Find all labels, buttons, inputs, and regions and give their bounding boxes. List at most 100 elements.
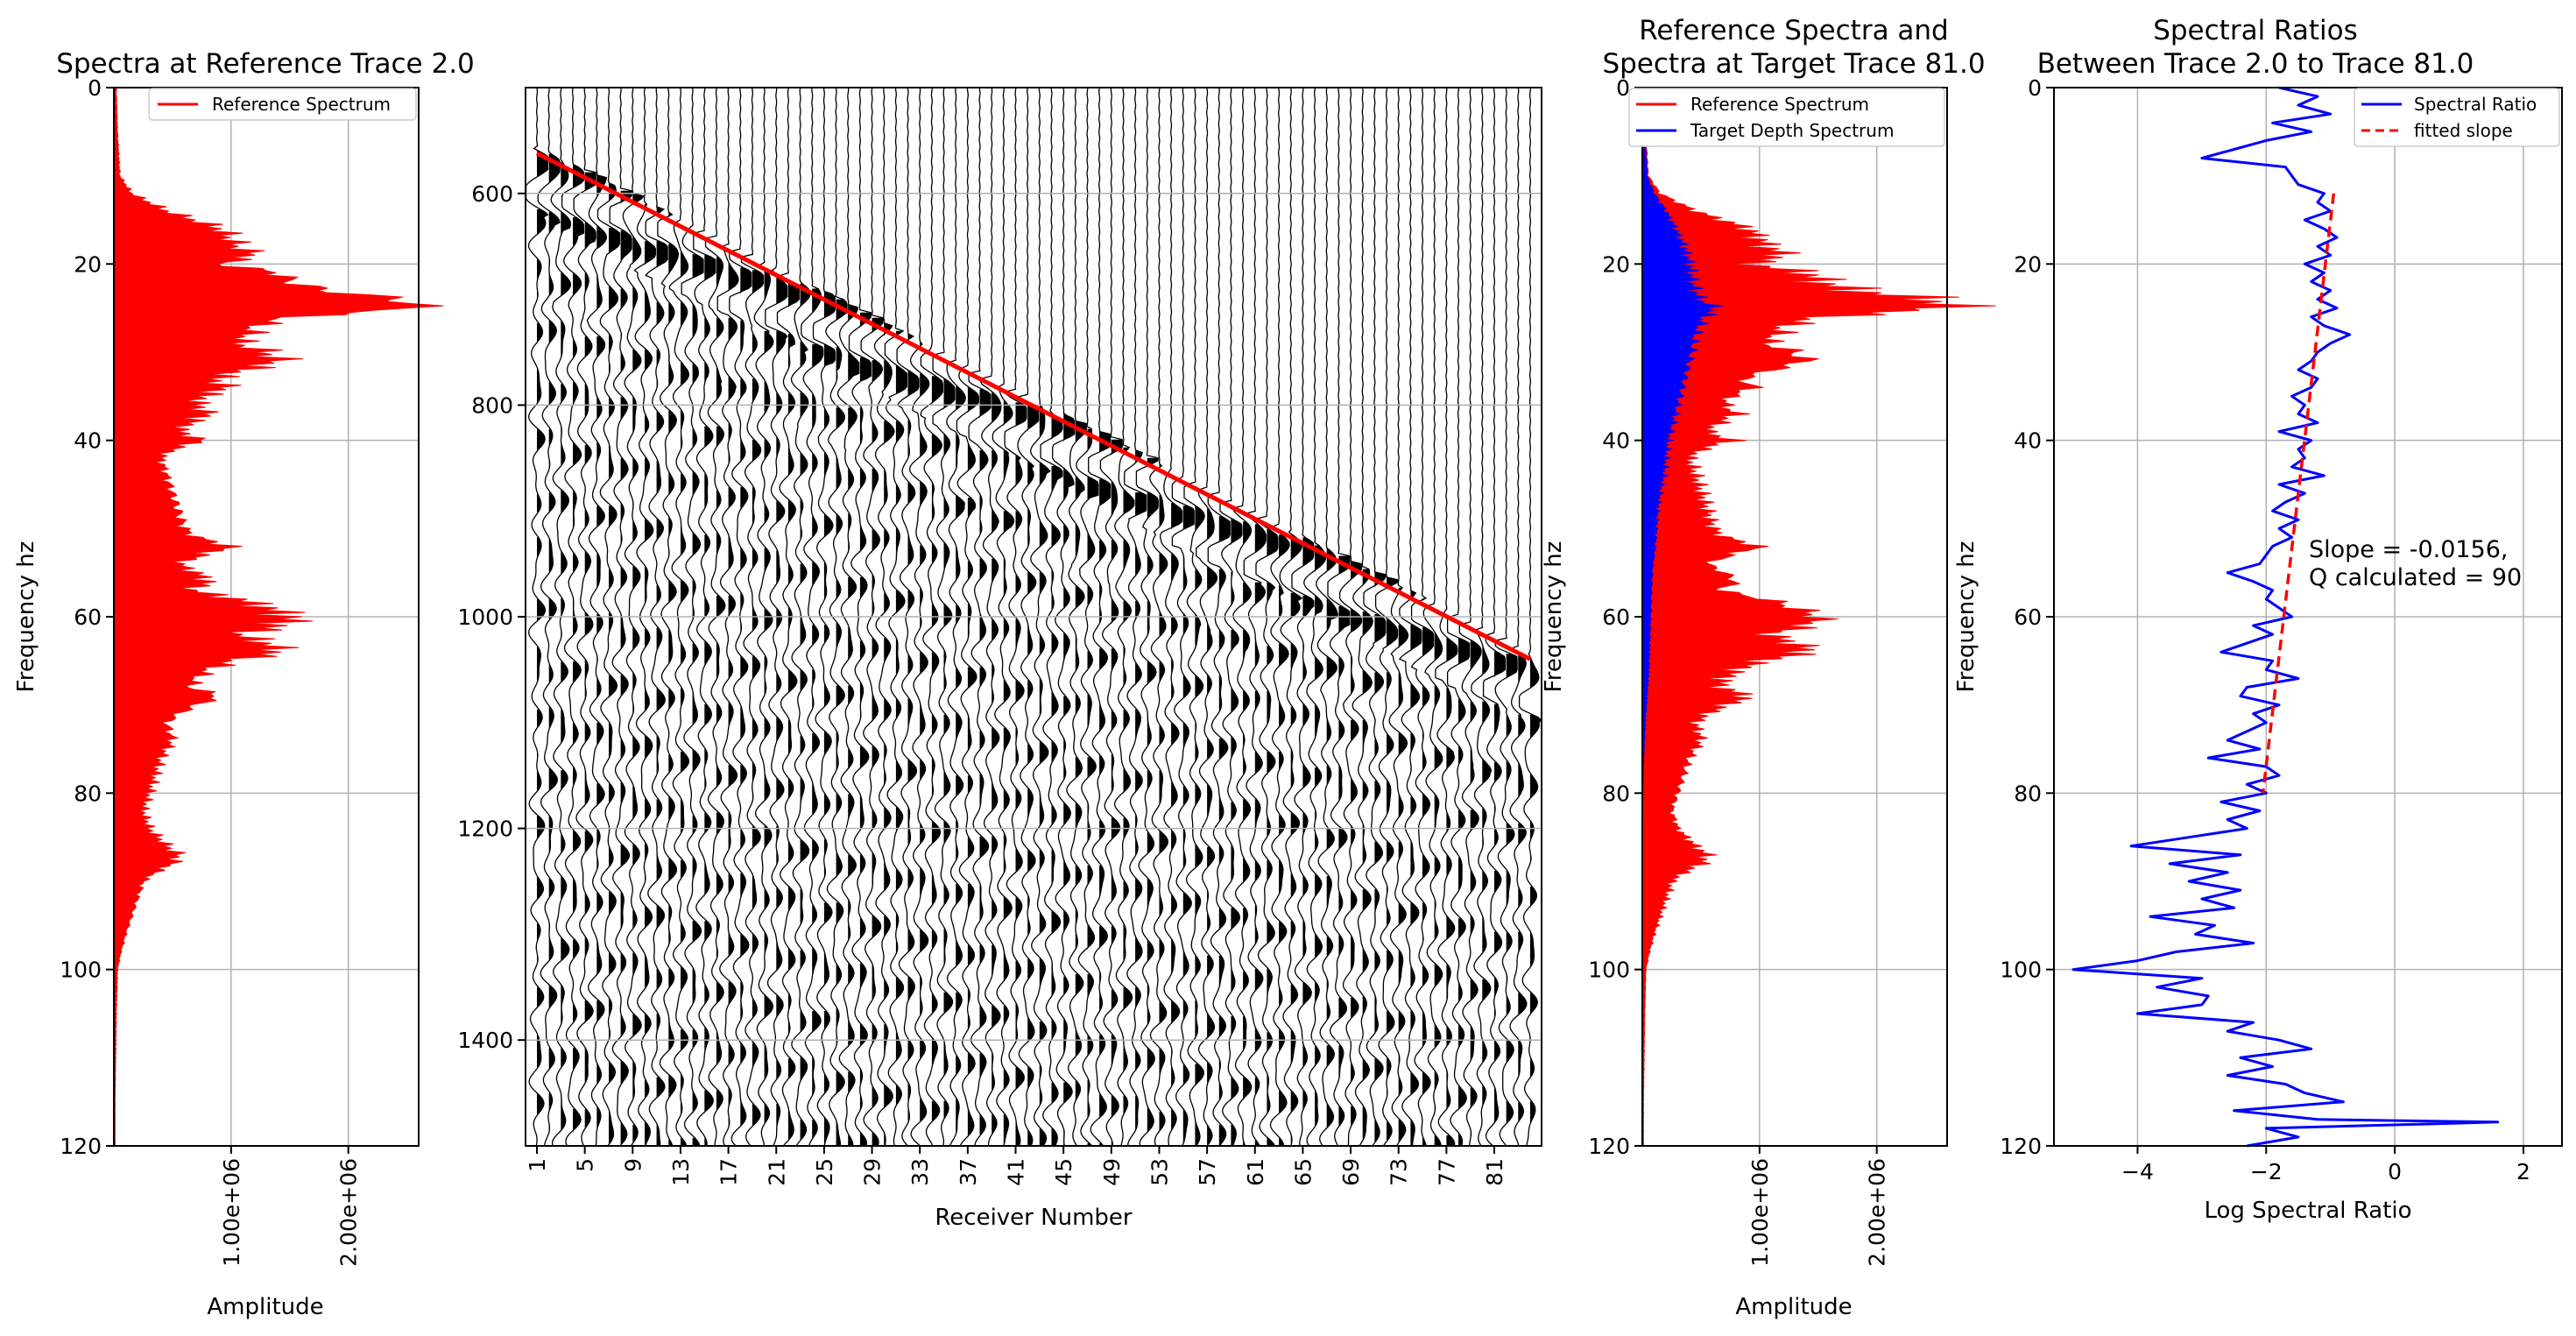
x-tick-label: 17 [716,1158,742,1186]
panel2-x-ticks: 1 5 9 13 17 21 25 29 33 37 41 45 49 53 57 61 65 69 73 77 81 [525,1146,1507,1186]
x-tick-label: 65 [1290,1158,1316,1186]
x-tick-label: 53 [1147,1158,1172,1186]
trace-fill-68 [1338,93,1350,1127]
y-tick-label: 40 [2014,428,2042,454]
y-tick-label: 100 [2000,958,2042,983]
x-tick-label: 1.00e+06 [1747,1158,1773,1267]
trace-fill-18 [740,93,752,1127]
y-tick-label: 1400 [457,1028,513,1053]
trace-fill-52 [1147,88,1159,1133]
spectral-ratio-line [2071,86,2500,1148]
trace-fill-44 [1051,93,1062,1146]
panel3-y-label: Frequency hz [1541,541,1567,693]
y-tick-label: 600 [471,181,513,207]
y-tick-label: 20 [2014,251,2042,277]
trace-fill-20 [764,90,773,1146]
trace-fill-71 [1374,88,1386,1143]
x-tick-label: −4 [2121,1159,2154,1184]
x-tick-label: 0 [2388,1159,2402,1184]
panel4-plot [2071,86,2500,1148]
panel4-legend-label-ratio: Spectral Ratio [2414,94,2537,115]
trace-fill-79 [1470,88,1482,1141]
trace-fill-74 [1410,95,1422,1147]
y-tick-label: 80 [2014,781,2042,806]
panel-reference-spectrum: Spectra at Reference Trace 2.0 0 20 40 60 80… [13,48,475,1320]
panel-seismic-traces: 600 800 1000 1200 1400 1 5 9 13 17 21 25 29 33 37 41 45… [457,87,1542,1231]
panel1-x-label: Amplitude [207,1294,323,1320]
x-tick-label: 29 [860,1158,886,1186]
trace-fill-43 [1039,93,1050,1146]
panel3-title-line1: Reference Spectra and [1639,15,1949,46]
y-tick-label: 100 [1588,958,1630,983]
trace-fill-22 [787,88,800,1141]
x-tick-label: 45 [1051,1158,1076,1186]
trace-fill-81 [1494,93,1506,1125]
x-tick-label: 2.00e+06 [1865,1158,1890,1267]
panel1-title: Spectra at Reference Trace 2.0 [56,48,475,80]
x-tick-label: 1 [525,1158,550,1172]
panel4-legend-box [2354,88,2560,147]
panel4-x-label: Log Spectral Ratio [2204,1198,2411,1224]
trace-fill-30 [884,95,894,1147]
trace-fill-66 [1315,88,1326,1127]
x-tick-label: −2 [2250,1159,2283,1184]
panel4-legend-label-fit: fitted slope [2414,120,2513,141]
x-tick-label: 21 [764,1158,789,1186]
x-tick-label: 77 [1434,1158,1459,1186]
panel4-y-label: Frequency hz [1953,541,1980,693]
panel2-y-ticks: 600 800 1000 1200 1400 [457,181,526,1053]
panel-target-spectrum: Reference Spectra and Spectra at Target … [1541,15,1996,1320]
y-tick-label: 0 [1616,75,1630,101]
x-tick-label: 61 [1243,1158,1268,1186]
panel3-legend-label-target: Target Depth Spectrum [1690,120,1894,141]
panel4-title-line2: Between Trace 2.0 to Trace 81.0 [2037,48,2474,80]
trace-fill-75 [1422,93,1434,1146]
y-tick-label: 120 [60,1134,102,1159]
panel4-annotation-line2: Q calculated = 90 [2309,564,2522,591]
trace-fill-64 [1290,90,1302,1146]
trace-fill-82 [1506,90,1518,1146]
panel3-x-ticks: 1.00e+06 2.00e+06 [1747,1146,1890,1267]
panel4-title-line1: Spectral Ratios [2153,15,2358,46]
trace-fill-65 [1302,88,1314,1112]
trace-fill-2 [548,88,561,1135]
panel1-legend-label: Reference Spectrum [212,94,391,115]
trace-fill-15 [704,88,716,1146]
trace-fill-23 [800,88,811,1143]
reference-spectrum-fill [113,87,444,1147]
y-tick-label: 80 [1602,781,1630,806]
trace-fill-53 [1159,88,1168,1133]
trace-fill-48 [1099,88,1111,1146]
y-tick-label: 0 [2028,75,2042,101]
trace-fill-33 [920,88,929,1146]
y-tick-label: 100 [60,958,102,983]
trace-fill-50 [1123,93,1134,1117]
panel3-x-label: Amplitude [1735,1294,1852,1320]
panel1-y-label: Frequency hz [13,541,39,693]
trace-fill-56 [1195,93,1205,1146]
trace-fill-51 [1135,90,1147,1133]
fitted-slope-line [2261,193,2336,794]
trace-fill-67 [1326,88,1338,1130]
trace-fill-32 [907,90,919,1146]
panel3-legend-box [1628,88,1945,147]
y-tick-label: 40 [74,428,102,454]
panel2-first-break-pick-line [535,151,1532,661]
trace-fill-6 [596,93,607,1133]
x-tick-label: 73 [1387,1158,1412,1186]
y-tick-label: 60 [2014,604,2042,630]
panel1-legend: Reference Spectrum [148,88,417,121]
panel1-plot [113,87,444,1147]
trace-fill-7 [609,90,620,1146]
trace-fill-36 [956,95,966,1135]
y-tick-label: 40 [1602,428,1630,454]
y-tick-label: 800 [471,392,513,418]
trace-fill-78 [1458,88,1470,1146]
panel1-x-ticks: 1.00e+06 2.00e+06 [219,1146,362,1267]
y-tick-label: 0 [88,75,102,101]
x-tick-label: 2.00e+06 [336,1158,362,1267]
trace-fill-55 [1182,95,1195,1147]
trace-fill-76 [1434,90,1443,1146]
panel4-legend: Spectral Ratio fitted slope [2354,88,2560,147]
